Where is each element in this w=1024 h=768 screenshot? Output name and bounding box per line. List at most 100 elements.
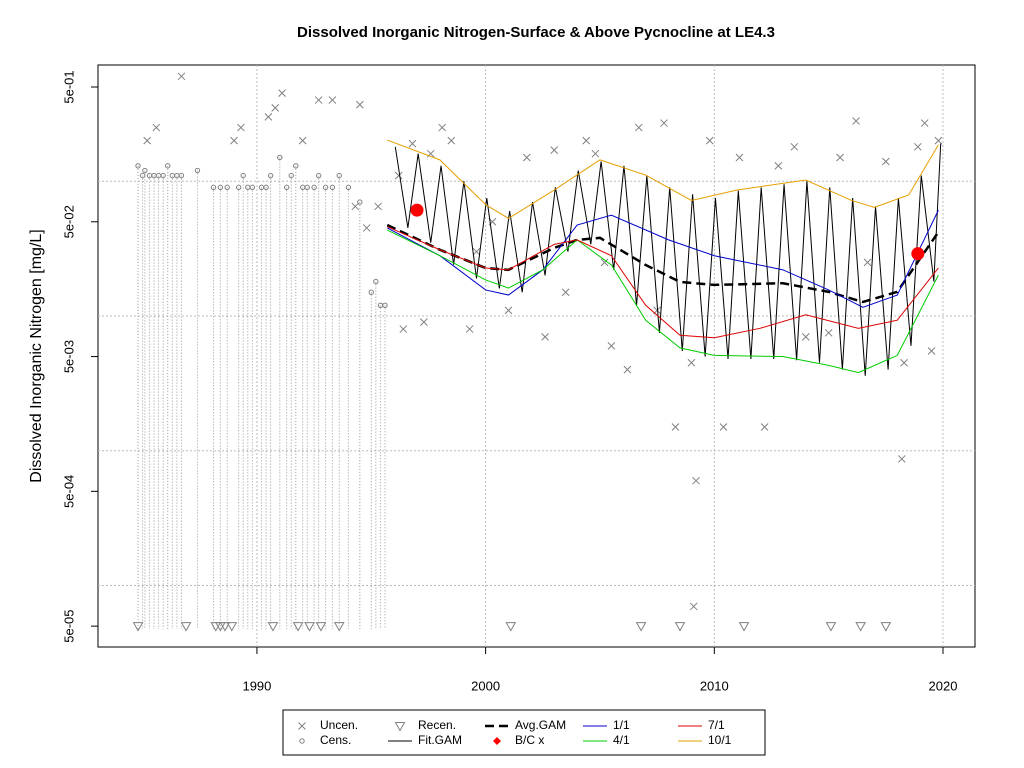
censored-point — [142, 167, 148, 174]
uncensored-point — [852, 117, 860, 125]
legend-label: Recen. — [418, 718, 456, 732]
uncensored-point — [913, 142, 922, 151]
censored-point — [267, 172, 274, 179]
legend-label: 7/1 — [708, 718, 725, 732]
uncensored-point — [927, 347, 936, 355]
series-line — [387, 139, 939, 219]
series-line — [387, 229, 939, 374]
uncensored-point — [660, 119, 668, 127]
uncensored-point — [278, 89, 286, 98]
uncensored-point — [362, 224, 371, 232]
bc-point — [410, 203, 424, 217]
plot-area — [132, 72, 943, 632]
uncensored-point — [550, 146, 559, 154]
legend-label: 4/1 — [613, 733, 630, 747]
recensored-point — [505, 622, 517, 632]
uncensored-point — [881, 157, 890, 166]
uncensored-point — [314, 96, 323, 104]
uncensored-point — [420, 318, 428, 327]
uncensored-point — [298, 136, 307, 145]
legend-label: Uncen. — [320, 718, 358, 732]
censored-point — [235, 184, 242, 191]
uncensored-point — [634, 123, 643, 132]
uncensored-point — [671, 423, 680, 431]
uncensored-point — [920, 119, 929, 127]
censored-point — [160, 172, 166, 179]
recensored-point — [855, 622, 867, 632]
uncensored-point — [522, 153, 531, 162]
recensored-point — [214, 622, 226, 632]
censored-point — [217, 184, 224, 191]
uncensored-point — [900, 358, 908, 367]
censored-point — [249, 184, 256, 191]
recensored-point — [210, 622, 222, 632]
uncensored-point — [237, 123, 245, 132]
legend-label: 10/1 — [708, 733, 732, 747]
uncensored-point — [408, 139, 417, 148]
recensored-point — [132, 622, 144, 632]
uncensored-point — [760, 423, 769, 431]
legend-box — [282, 709, 766, 756]
uncensored-point — [394, 171, 403, 180]
censored-point — [277, 154, 283, 161]
x-tick-label: 1990 — [242, 678, 271, 693]
uncensored-point — [351, 202, 360, 211]
series-line — [387, 209, 939, 308]
uncensored-point — [328, 96, 337, 104]
legend-swatch — [493, 737, 501, 745]
uncensored-point — [705, 136, 714, 145]
recensored-point — [219, 622, 231, 632]
uncensored-point — [472, 247, 481, 256]
censored-point — [336, 172, 342, 179]
y-axis-label: Dissolved Inorganic Nitrogen [mg/L] — [28, 229, 45, 482]
uncensored-point — [623, 365, 632, 374]
uncensored-point — [143, 136, 152, 145]
recensored-point — [292, 622, 304, 632]
censored-point — [178, 172, 185, 179]
legend-label: Avg.GAM — [515, 718, 566, 732]
recensored-point — [674, 622, 686, 632]
legend-label: 1/1 — [613, 718, 630, 732]
censored-point — [315, 172, 322, 179]
censored-point — [263, 184, 269, 191]
censored-point — [293, 163, 299, 169]
y-tick-label: 5e-04 — [61, 475, 76, 508]
uncensored-point — [774, 161, 783, 170]
legend-swatch — [394, 722, 406, 732]
uncensored-point — [934, 136, 943, 145]
series-line — [387, 226, 939, 339]
censored-point — [373, 278, 379, 285]
uncensored-point — [801, 333, 810, 341]
uncensored-point — [355, 100, 364, 109]
x-tick-label: 2010 — [700, 678, 729, 693]
censored-point — [139, 172, 146, 179]
series-line — [394, 143, 942, 376]
uncensored-point — [689, 602, 698, 611]
chart-title: Dissolved Inorganic Nitrogen-Surface & A… — [297, 24, 775, 41]
recensored-point — [267, 622, 279, 632]
recensored-point — [180, 622, 192, 632]
x-tick-label: 2020 — [929, 678, 958, 693]
uncensored-point — [600, 258, 609, 267]
uncensored-point — [863, 258, 872, 267]
legend-label: B/C x — [515, 733, 544, 747]
censored-point — [357, 199, 363, 205]
censored-point — [135, 163, 141, 169]
recensored-point — [880, 622, 892, 632]
uncensored-point — [582, 136, 591, 145]
uncensored-point — [374, 202, 382, 211]
censored-point — [382, 302, 388, 309]
censored-point — [210, 184, 217, 191]
uncensored-point — [607, 342, 616, 350]
recensored-point — [226, 622, 238, 632]
legend-swatch — [298, 722, 306, 730]
censored-point — [165, 163, 171, 169]
uncensored-point — [897, 455, 906, 463]
uncensored-point — [230, 136, 238, 145]
recensored-point — [825, 622, 837, 632]
uncensored-point — [438, 123, 447, 132]
uncensored-point — [465, 325, 474, 333]
uncensored-point — [177, 72, 186, 81]
uncensored-point — [447, 136, 456, 145]
